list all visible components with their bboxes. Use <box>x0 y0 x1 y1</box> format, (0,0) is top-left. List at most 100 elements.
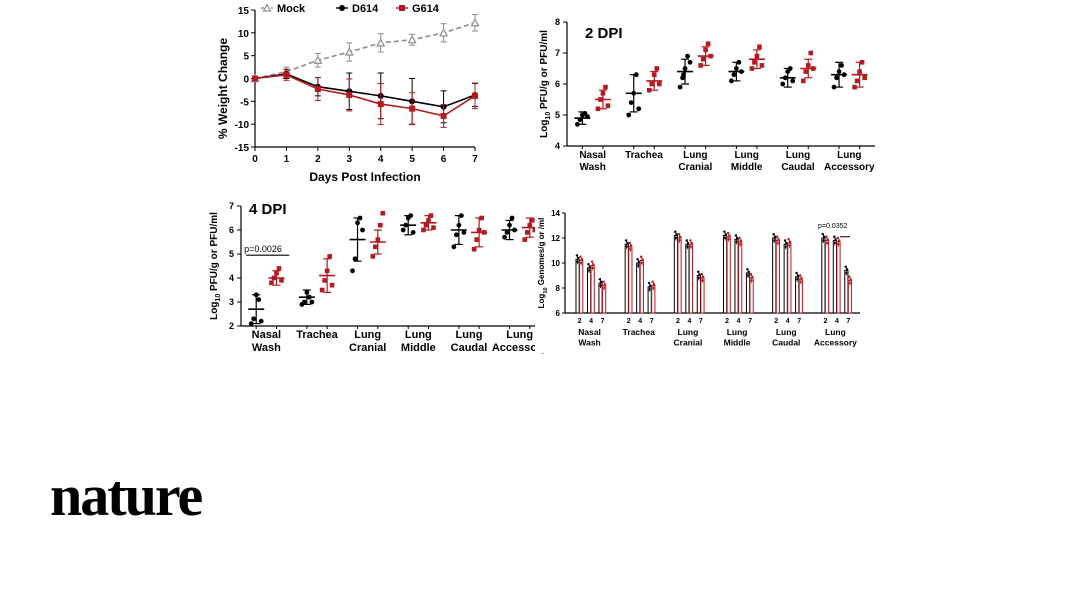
x-category-label-line1: Lung <box>405 329 432 341</box>
bar-point <box>600 280 603 283</box>
data-point-g614 <box>803 69 809 74</box>
x-category-label-line2: Accessory <box>824 162 875 173</box>
bar-point <box>783 239 787 242</box>
bar-point <box>826 238 829 241</box>
bar-d614 <box>783 243 788 314</box>
data-point-d614 <box>685 53 690 59</box>
data-point-d614 <box>352 256 358 262</box>
y-tick-label: 15 <box>238 6 250 17</box>
dpi2-panel: 8 7 6 5 4 Log10 PFU/g or PFU/ml 2 DPI Nasal Wash… <box>535 10 880 188</box>
x-category-label-line2: Cranial <box>349 342 386 354</box>
bar-g614 <box>836 241 841 314</box>
data-point-d614 <box>831 84 837 90</box>
y-axis-title: Log10 PFU/g or PFU/ml <box>209 212 222 320</box>
data-point-g614 <box>649 81 655 87</box>
data-point-g614 <box>421 227 426 233</box>
legend-marker-mock <box>262 3 272 12</box>
bar-d614 <box>722 235 728 314</box>
bar-d614 <box>636 262 641 314</box>
y-tick-label: 7 <box>555 48 560 58</box>
bar-point <box>700 273 703 276</box>
bar-point <box>747 270 750 273</box>
legend-label-mock: Mock <box>277 3 306 15</box>
bar-g614 <box>749 277 754 314</box>
y-tick-label: 10 <box>238 29 250 40</box>
bar-point <box>823 235 826 238</box>
data-point-d614 <box>304 290 310 295</box>
bar-point <box>679 235 682 238</box>
bar-g614 <box>824 240 830 314</box>
legend-label-g614: G614 <box>412 3 440 15</box>
y-axis-title: Log10 PFU/g or PFU/ml <box>539 30 552 138</box>
bar-point <box>652 286 655 290</box>
data-point-g614 <box>810 66 816 71</box>
x-category-label-line2: Middle <box>731 162 763 173</box>
bar-d614 <box>685 243 690 314</box>
bar-point <box>637 264 640 267</box>
x-category-label-line1: Lung <box>506 329 533 341</box>
data-point-g614 <box>472 92 478 99</box>
bar-point <box>579 255 582 258</box>
bar-point <box>773 239 776 242</box>
data-point-g614 <box>471 246 477 252</box>
data-point-d614 <box>787 66 793 71</box>
y-tick-label: 5 <box>243 52 249 63</box>
y-tick-label: 3 <box>229 297 234 307</box>
data-point-d614 <box>301 299 307 305</box>
bar-point <box>626 241 629 245</box>
legend-marker-d614 <box>339 5 345 11</box>
bar-d614 <box>673 235 679 314</box>
data-point-d614 <box>780 81 786 87</box>
bar-point <box>624 239 628 242</box>
bar-point <box>630 244 633 247</box>
day-tick-label: 2 <box>578 318 582 325</box>
data-point-g614 <box>378 222 383 228</box>
x-tick-label: 1 <box>284 154 290 165</box>
bar-point <box>723 230 726 233</box>
x-category-label-line2: Cranial <box>678 162 712 173</box>
data-point-g614 <box>698 63 703 68</box>
x-tick-label: 2 <box>315 154 321 165</box>
bar-d614 <box>795 276 800 314</box>
bar-point <box>647 281 650 285</box>
panel-title: 2 DPI <box>585 25 623 42</box>
data-point-d614 <box>729 78 734 84</box>
bar-g614 <box>726 236 731 314</box>
bar-g614 <box>677 237 682 314</box>
bar-point <box>675 233 678 236</box>
data-point-d614 <box>357 215 363 221</box>
bar-g614 <box>700 277 705 314</box>
data-point-d614 <box>682 66 688 71</box>
data-point-g614 <box>532 227 538 233</box>
day-tick-label: 2 <box>627 318 631 325</box>
bar-g614 <box>775 240 780 314</box>
data-point-d614 <box>256 297 262 302</box>
bar-point <box>678 239 681 242</box>
data-point-g614 <box>757 44 762 50</box>
bar-point <box>739 239 743 242</box>
data-point-g614 <box>759 63 765 68</box>
data-point-g614 <box>474 237 479 242</box>
y-tick-label: 0 <box>243 75 249 86</box>
bar-point <box>588 265 591 268</box>
data-point-d614 <box>258 318 264 324</box>
bar-g614 <box>590 265 595 314</box>
bar-point <box>832 235 836 238</box>
data-point-g614 <box>752 60 757 65</box>
data-point-g614 <box>373 244 378 250</box>
y-axis-title: Log10 Genomes/g or /ml <box>537 218 549 309</box>
data-point-g614 <box>525 230 530 235</box>
data-point-g614 <box>852 84 857 90</box>
x-category-label-line1: Nasal <box>252 329 281 341</box>
x-category-label-line2: Wash <box>578 338 600 348</box>
x-category-label-line1: Lung <box>734 150 758 161</box>
data-point-g614 <box>274 270 279 276</box>
y-tick-label: -15 <box>235 143 250 154</box>
bar-d614 <box>696 275 701 314</box>
data-point-g614 <box>605 103 611 108</box>
day-tick-label: 2 <box>774 318 778 325</box>
bar-point <box>689 245 693 248</box>
data-point-g614 <box>327 254 332 259</box>
